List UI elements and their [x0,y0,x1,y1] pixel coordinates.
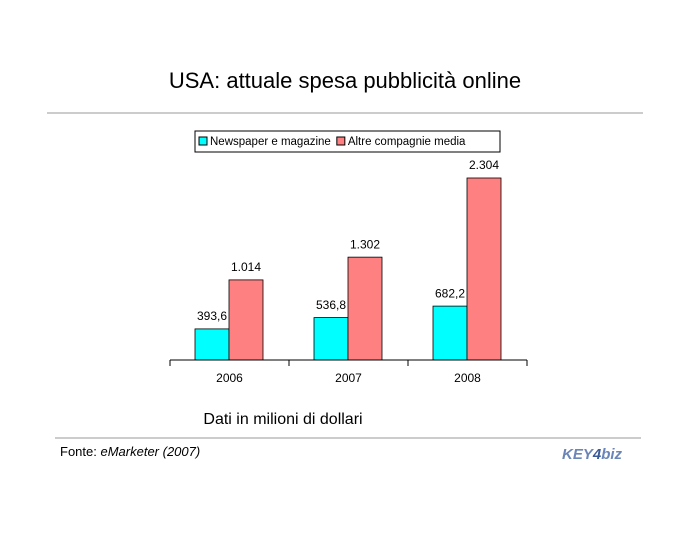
legend-swatch [198,136,208,146]
legend-label: Altre compagnie media [348,136,466,148]
logo: KEY4biz [562,446,623,463]
bar [313,317,349,361]
chart-title: USA: attuale spesa pubblicità online [169,68,521,93]
value-label: 536,8 [316,298,346,312]
bar [228,279,264,361]
bar [347,256,383,361]
legend-box [194,130,501,153]
value-label: 1.302 [350,237,380,251]
logo-biz: biz [601,446,622,463]
x-tick-label: 2008 [454,371,481,385]
value-label: 393,6 [197,309,227,323]
logo-key: KEY [562,446,595,463]
bar [194,328,230,361]
value-label: 2.304 [469,158,499,172]
source-label: Fonte: [60,444,97,459]
plot: Newspaper e magazine Altre compagnie medi… [169,130,528,385]
legend-swatch [336,136,346,146]
x-tick-label: 2006 [216,371,243,385]
legend: Newspaper e magazine Altre compagnie medi… [194,130,501,153]
x-tick-label: 2007 [335,371,362,385]
source: Fonte: eMarketer (2007) [60,444,200,459]
bar [466,177,502,361]
subtitle: Dati in milioni di dollari [203,411,362,428]
bar [432,305,468,361]
source-name: eMarketer (2007) [100,444,200,459]
legend-label: Newspaper e magazine [210,136,331,148]
logo-four: 4 [592,446,602,463]
value-label: 682,2 [435,286,465,300]
value-label: 1.014 [231,260,261,274]
